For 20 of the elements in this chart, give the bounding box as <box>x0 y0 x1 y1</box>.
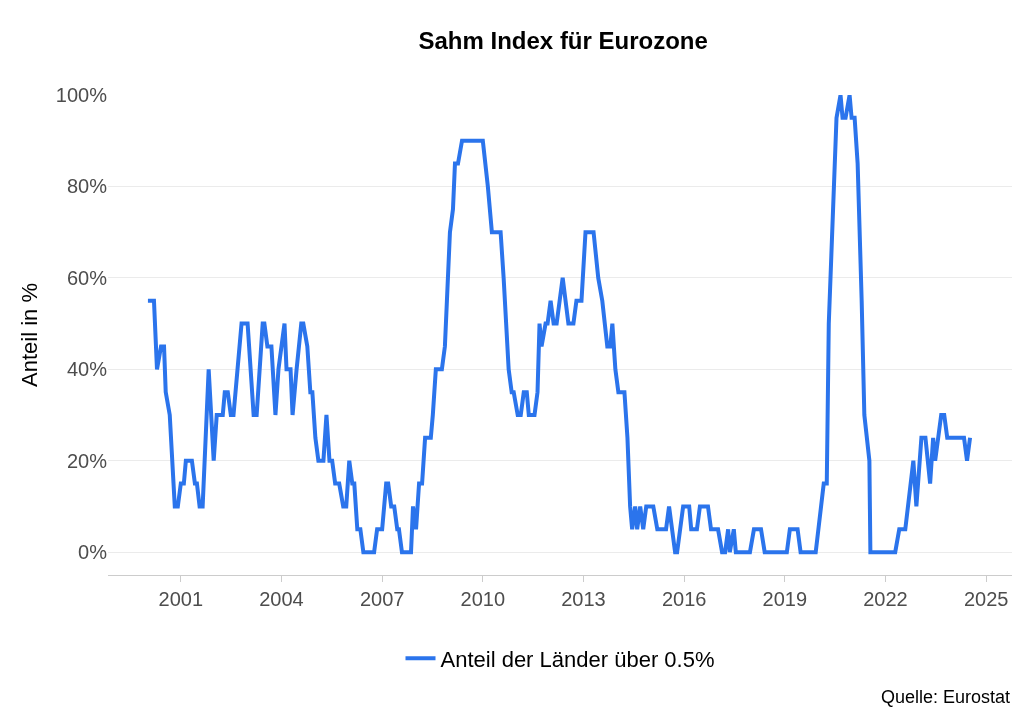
x-tick-label: 2016 <box>661 588 707 610</box>
y-tick-label: 20% <box>66 449 108 472</box>
x-tick-label: 2004 <box>259 588 304 610</box>
x-tick-label: 2019 <box>762 588 808 610</box>
x-tick-label: 2010 <box>460 588 506 610</box>
y-tick-label: 60% <box>66 266 108 289</box>
y-tick-label: 100% <box>55 84 108 106</box>
chart-title: Sahm Index für Eurozone <box>418 27 708 55</box>
line-series <box>145 95 973 555</box>
x-tick-label: 2025 <box>963 588 1009 610</box>
source-note: Quelle: Eurostat <box>881 687 1011 707</box>
x-tick-label: 2001 <box>158 588 204 610</box>
y-tick-label: 40% <box>66 358 108 381</box>
x-tick-label: 2013 <box>561 588 606 610</box>
legend-label: Anteil der Länder über 0.5% <box>440 646 715 672</box>
y-tick-label: 80% <box>66 175 108 198</box>
x-tick-label: 2007 <box>359 588 405 610</box>
y-axis-title: Anteil in % <box>16 283 42 387</box>
y-tick-label: 0% <box>78 541 108 564</box>
x-tick-label: 2022 <box>863 588 908 610</box>
